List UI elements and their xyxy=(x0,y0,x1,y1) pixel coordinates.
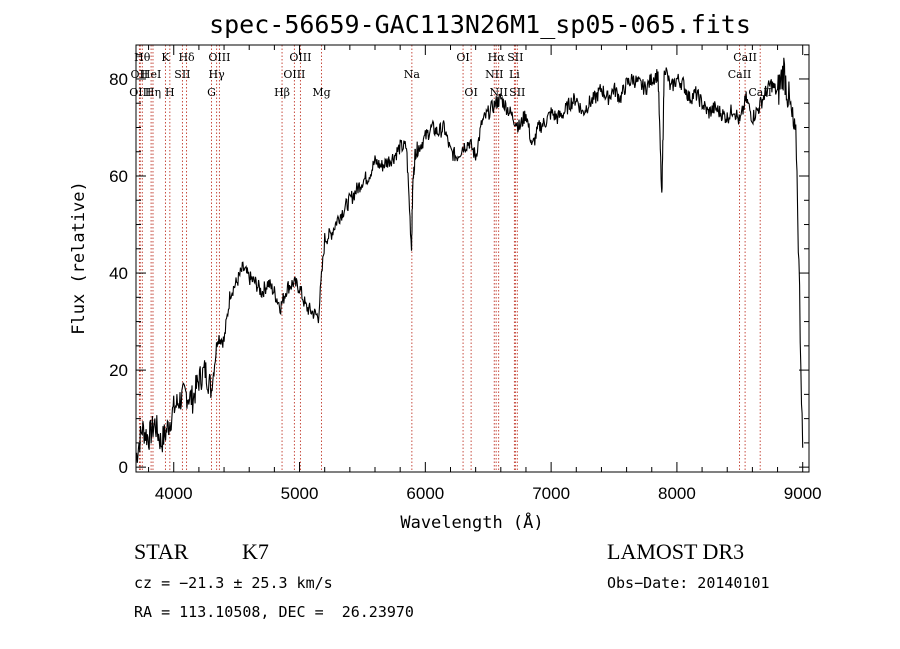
y-tick-label: 40 xyxy=(109,264,128,283)
line-id-label: SII xyxy=(509,86,525,99)
emission-line-markers xyxy=(138,45,761,472)
x-tick-label: 9000 xyxy=(784,484,822,503)
line-id-label: Hη xyxy=(145,86,161,99)
line-id-label: OIII xyxy=(283,68,305,81)
observation-date: Obs−Date: 20140101 xyxy=(607,574,770,592)
line-id-label: SII xyxy=(507,51,523,64)
survey-name: LAMOST DR3 xyxy=(607,539,745,564)
line-id-label: K xyxy=(161,51,170,64)
line-id-label: HeI xyxy=(141,68,161,81)
x-tick-label: 5000 xyxy=(281,484,319,503)
line-id-label: OIII xyxy=(129,86,151,99)
line-id-label: Hθ xyxy=(134,51,151,64)
x-tick-label: 4000 xyxy=(155,484,193,503)
x-axis-label: Wavelength (Å) xyxy=(400,511,543,533)
y-tick-label: 80 xyxy=(109,70,128,89)
x-tick-label: 8000 xyxy=(658,484,696,503)
line-id-label: OI xyxy=(464,86,477,99)
axis-ticks: 4000 5000 6000 7000 8000 9000 0 20 40 60 80 xyxy=(109,45,822,503)
line-id-label: OIII xyxy=(289,51,311,64)
line-id-labels: HθOIIOIIIHηHeIKHSIIHδGHγOIIIHβOIIIOIIIMg… xyxy=(129,51,772,99)
object-class: STAR xyxy=(134,539,189,564)
y-tick-label: 20 xyxy=(109,361,128,380)
y-axis-label: Flux (relative) xyxy=(69,181,89,335)
line-id-label: Hα xyxy=(488,51,506,64)
line-id-label: OI xyxy=(456,51,469,64)
line-id-label: Na xyxy=(404,68,421,81)
line-id-label: G xyxy=(207,86,216,99)
line-id-label: Li xyxy=(509,68,520,81)
chart-title: spec-56659-GAC113N26M1_sp05-065.fits xyxy=(209,10,751,39)
x-tick-label: 6000 xyxy=(406,484,444,503)
line-id-label: OIII xyxy=(208,51,230,64)
line-id-label: H xyxy=(165,86,175,99)
line-id-label: Mg xyxy=(312,86,330,99)
y-tick-label: 60 xyxy=(109,167,128,186)
line-id-label: NII xyxy=(485,68,503,81)
line-id-label: CaII xyxy=(728,68,752,81)
x-tick-label: 7000 xyxy=(532,484,570,503)
redshift-velocity: cz = −21.3 ± 25.3 km/s xyxy=(134,574,333,592)
line-id-label: Hδ xyxy=(178,51,195,64)
line-id-label: CaII xyxy=(733,51,757,64)
y-tick-label: 0 xyxy=(119,458,128,477)
spectrum-series xyxy=(135,57,804,463)
line-id-label: SII xyxy=(174,68,190,81)
coordinates: RA = 113.10508, DEC = 26.23970 xyxy=(134,603,414,621)
object-subclass: K7 xyxy=(242,539,269,564)
plot-frame xyxy=(135,44,810,473)
line-id-label: NII xyxy=(490,86,508,99)
line-id-label: OII xyxy=(131,68,149,81)
line-id-label: Hγ xyxy=(209,68,226,81)
line-id-label: Hβ xyxy=(274,86,290,99)
